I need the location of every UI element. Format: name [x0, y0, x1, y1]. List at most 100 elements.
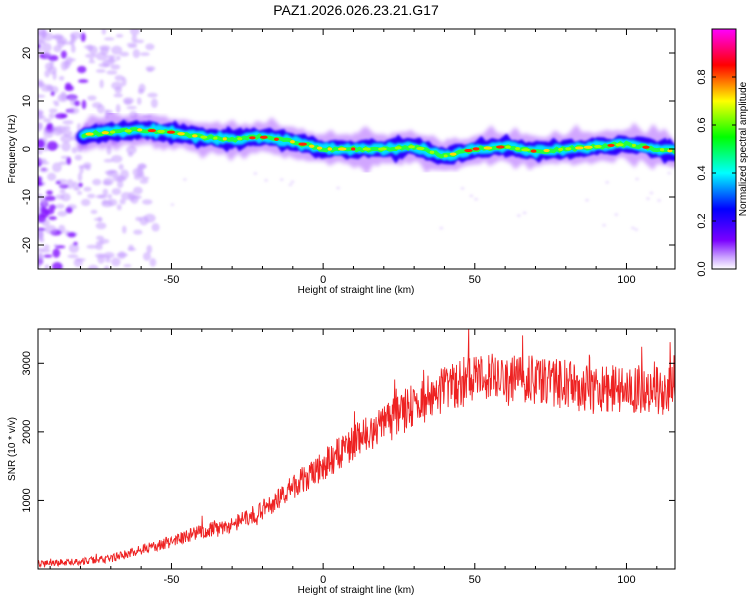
noise-cell — [73, 258, 83, 267]
noise-cell — [102, 188, 109, 196]
y-tick-label: 1000 — [21, 488, 33, 512]
noise-cell — [139, 216, 149, 226]
noise-cell — [80, 198, 91, 207]
noise-cell — [38, 31, 46, 41]
y-tick-label: -10 — [21, 189, 33, 205]
noise-cell — [46, 190, 53, 195]
colorbar-tick-label: 0.2 — [696, 213, 708, 228]
noise-cell — [469, 194, 474, 198]
noise-cell — [126, 105, 137, 110]
noise-cell — [62, 120, 74, 125]
noise-cell — [116, 252, 129, 258]
noise-cell — [657, 198, 662, 202]
ridge-peak — [273, 137, 279, 141]
ridge-peak — [659, 148, 665, 152]
ridge-peak — [443, 154, 448, 158]
noise-cell — [119, 198, 126, 205]
noise-cell — [38, 256, 44, 266]
noise-cell — [107, 169, 117, 174]
noise-cell — [288, 183, 293, 187]
noise-cell — [97, 216, 102, 223]
noise-cell — [264, 178, 269, 182]
ridge-peak — [530, 149, 537, 153]
noise-cell — [87, 95, 97, 101]
ridge-peak — [85, 132, 94, 136]
ridge-peak — [137, 128, 143, 132]
x-tick-label: 0 — [320, 274, 326, 286]
noise-cell — [76, 190, 83, 195]
ridge-peak — [543, 148, 550, 153]
noise-cell — [145, 43, 155, 51]
noise-cell — [133, 186, 143, 195]
noise-cell — [54, 245, 66, 249]
noise-cell — [522, 211, 527, 215]
noise-cell — [89, 57, 94, 61]
noise-cell — [78, 79, 89, 84]
noise-cell — [95, 244, 103, 250]
noise-cell — [65, 206, 73, 214]
x-tick-label: 50 — [469, 574, 481, 586]
ridge-peak — [594, 144, 602, 149]
noise-cell — [60, 193, 71, 202]
noise-cell — [111, 257, 121, 267]
noise-cell — [77, 172, 83, 182]
noise-cell — [439, 226, 444, 230]
noise-speckle — [38, 29, 672, 269]
noise-cell — [92, 178, 102, 186]
snr-x-axis-label: Height of straight line (km) — [298, 585, 415, 596]
spectrogram-axes: -50 0 50 100 -20 -10 0 10 20 — [21, 29, 675, 286]
ridge-peak — [362, 147, 371, 151]
ridge-peak — [667, 149, 673, 153]
noise-cell — [136, 166, 144, 177]
ridge-peak — [575, 146, 584, 150]
noise-cell — [55, 203, 65, 209]
noise-cell — [279, 178, 284, 182]
noise-cell — [60, 50, 67, 59]
noise-cell — [55, 180, 61, 185]
y-tick-label: 3000 — [21, 351, 33, 375]
noise-cell — [585, 198, 590, 202]
noise-cell — [94, 253, 106, 259]
ridge-peak — [101, 131, 109, 135]
ridge-peak — [521, 148, 530, 152]
noise-cell — [41, 42, 52, 53]
ridge-peak — [316, 146, 323, 150]
noise-cell — [151, 223, 160, 232]
colorbar-gradient — [711, 28, 737, 270]
noise-cell — [336, 186, 341, 190]
noise-cell — [630, 226, 635, 230]
noise-cell — [58, 183, 66, 187]
noise-cell — [38, 187, 41, 191]
ridge-peak — [213, 136, 218, 140]
noise-cell — [614, 213, 619, 217]
spectrogram-plot-area — [38, 29, 675, 269]
noise-cell — [39, 167, 49, 173]
noise-cell — [113, 93, 124, 98]
ridge-peak — [200, 135, 208, 139]
noise-cell — [38, 230, 41, 237]
ridge-peak — [472, 147, 480, 151]
ridge-peak — [615, 143, 624, 147]
ridge-peak — [109, 130, 116, 134]
ridge-peak — [327, 147, 332, 151]
noise-cell — [142, 176, 150, 180]
ridge-peak — [607, 143, 615, 148]
colorbar-ticks: 0.0 0.2 0.4 0.6 0.8 — [696, 69, 736, 277]
x-tick-label: -50 — [164, 574, 180, 586]
ridge-peak — [337, 147, 347, 151]
noise-cell — [142, 199, 153, 205]
noise-cell — [48, 108, 58, 114]
noise-cell — [68, 243, 80, 253]
ridge-peak — [505, 145, 511, 149]
noise-cell — [44, 208, 55, 215]
noise-cell — [635, 177, 640, 181]
noise-cell — [50, 91, 55, 96]
ridge-peak — [237, 137, 243, 141]
noise-cell — [290, 180, 295, 184]
noise-cell — [145, 65, 156, 72]
noise-cell — [114, 74, 125, 81]
noise-cell — [62, 130, 73, 137]
noise-cell — [66, 156, 72, 165]
noise-cell — [116, 180, 124, 189]
noise-cell — [126, 145, 137, 155]
